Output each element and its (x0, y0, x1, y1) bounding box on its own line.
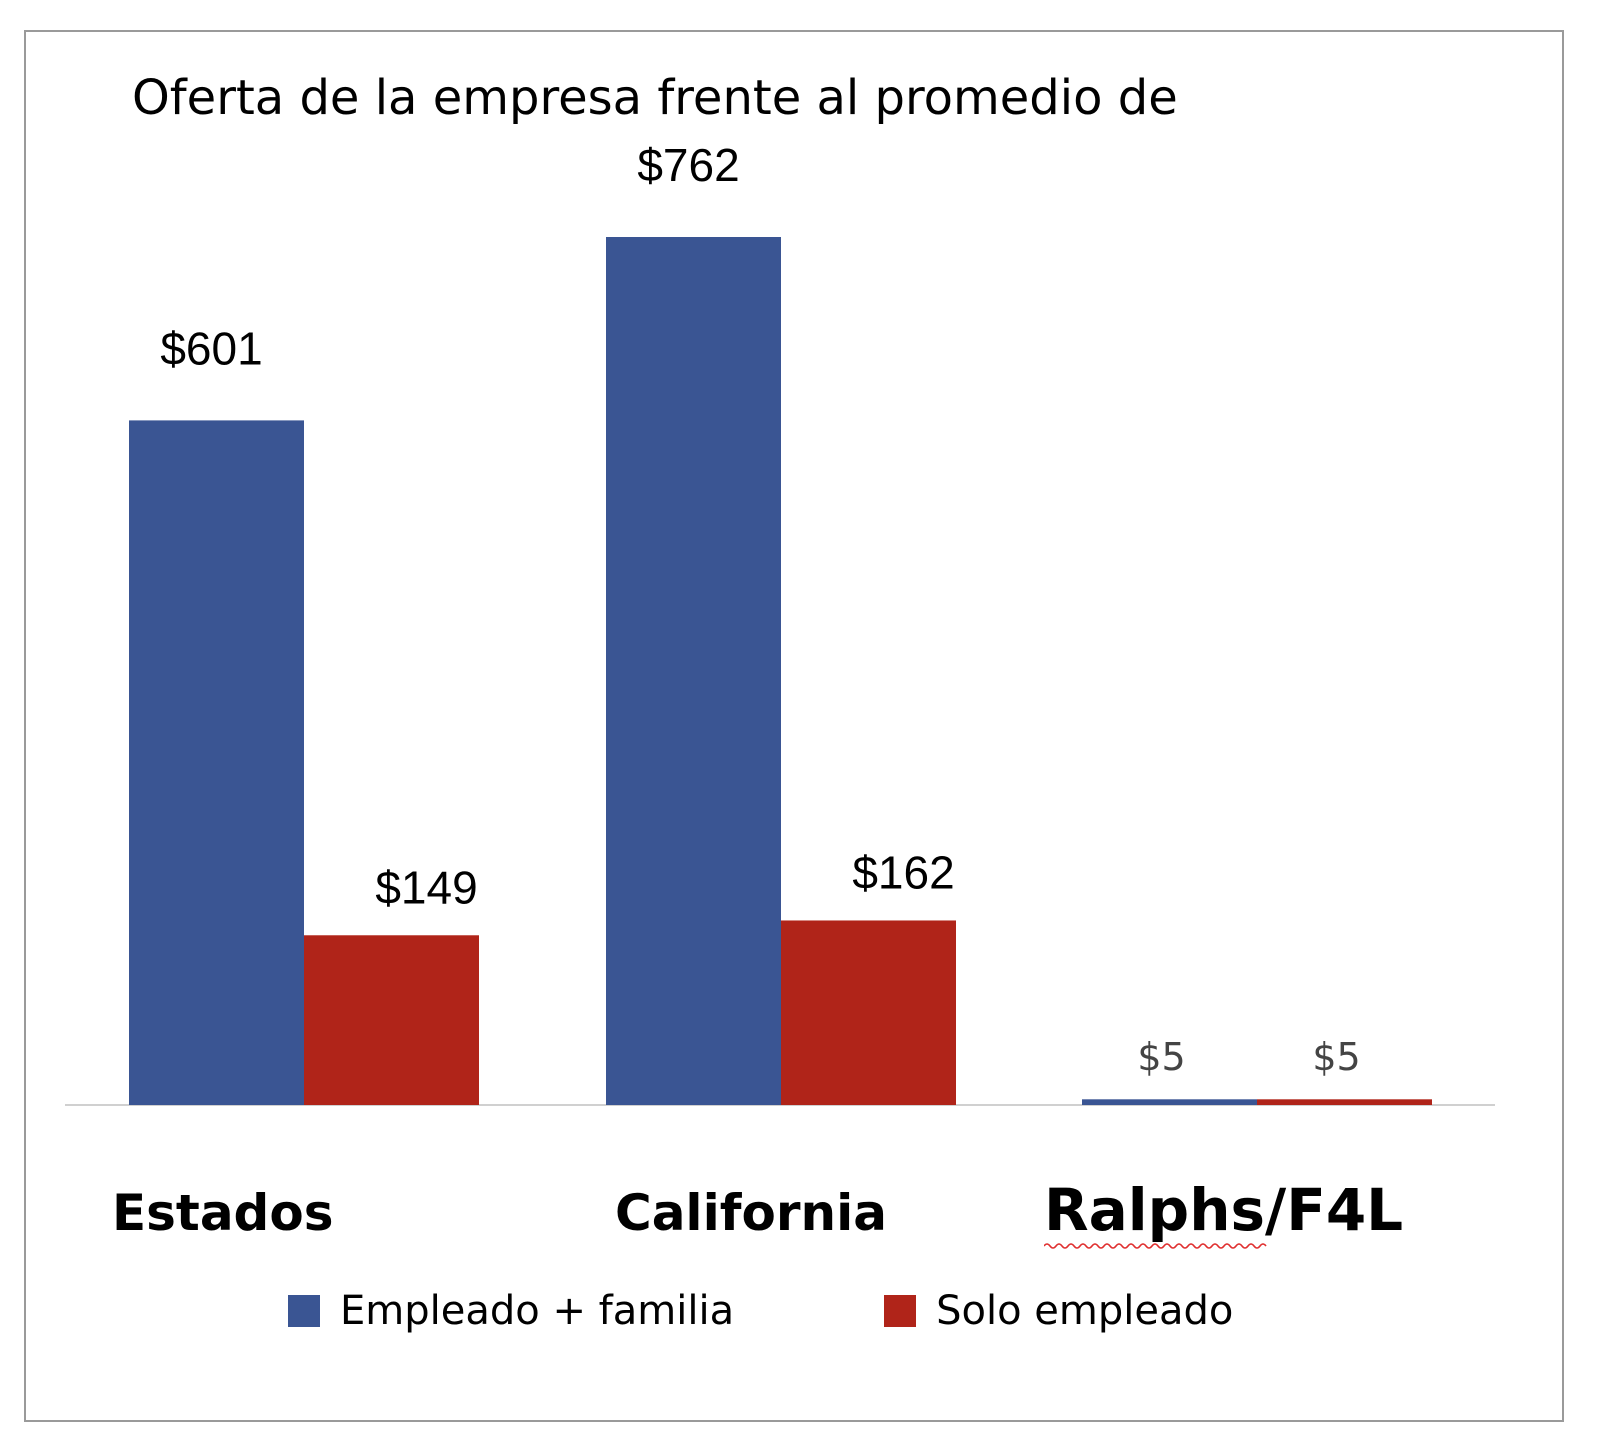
category-label-estados: Estados (112, 1184, 333, 1242)
category-label-california: California (615, 1184, 887, 1242)
data-label-ralphs-f4l-series-1: $5 (1312, 1035, 1360, 1079)
legend-swatch-series-1 (884, 1295, 917, 1327)
legend-label-series-1: Solo empleado (936, 1288, 1234, 1334)
legend-label-series-0: Empleado + familia (340, 1288, 735, 1334)
category-label-ralphs-f4l: Ralphs/F4L (1044, 1176, 1403, 1244)
data-label-ralphs-f4l-series-0: $5 (1137, 1035, 1185, 1079)
legend: Empleado + familia Solo empleado (288, 1288, 1383, 1334)
bar-california-series-0 (606, 237, 781, 1105)
data-label-california-series-0: $762 (637, 139, 739, 191)
legend-swatch-series-0 (288, 1295, 320, 1327)
bar-california-series-1 (781, 920, 956, 1105)
bar-ralphs-f4l-series-1 (1257, 1099, 1432, 1105)
data-label-california-series-1: $162 (852, 846, 954, 898)
bar-ralphs-f4l-series-0 (1082, 1099, 1257, 1105)
legend-item-solo-empleado: Solo empleado (884, 1288, 1233, 1334)
legend-item-empleado-familia: Empleado + familia (288, 1288, 734, 1334)
spellcheck-underline (1044, 1243, 1267, 1249)
data-label-estados-series-1: $149 (375, 861, 477, 913)
data-label-estados-series-0: $601 (160, 322, 262, 374)
chart-title: Oferta de la empresa frente al promedio … (132, 70, 1178, 126)
bar-estados-series-0 (129, 420, 304, 1105)
bar-estados-series-1 (304, 935, 479, 1105)
